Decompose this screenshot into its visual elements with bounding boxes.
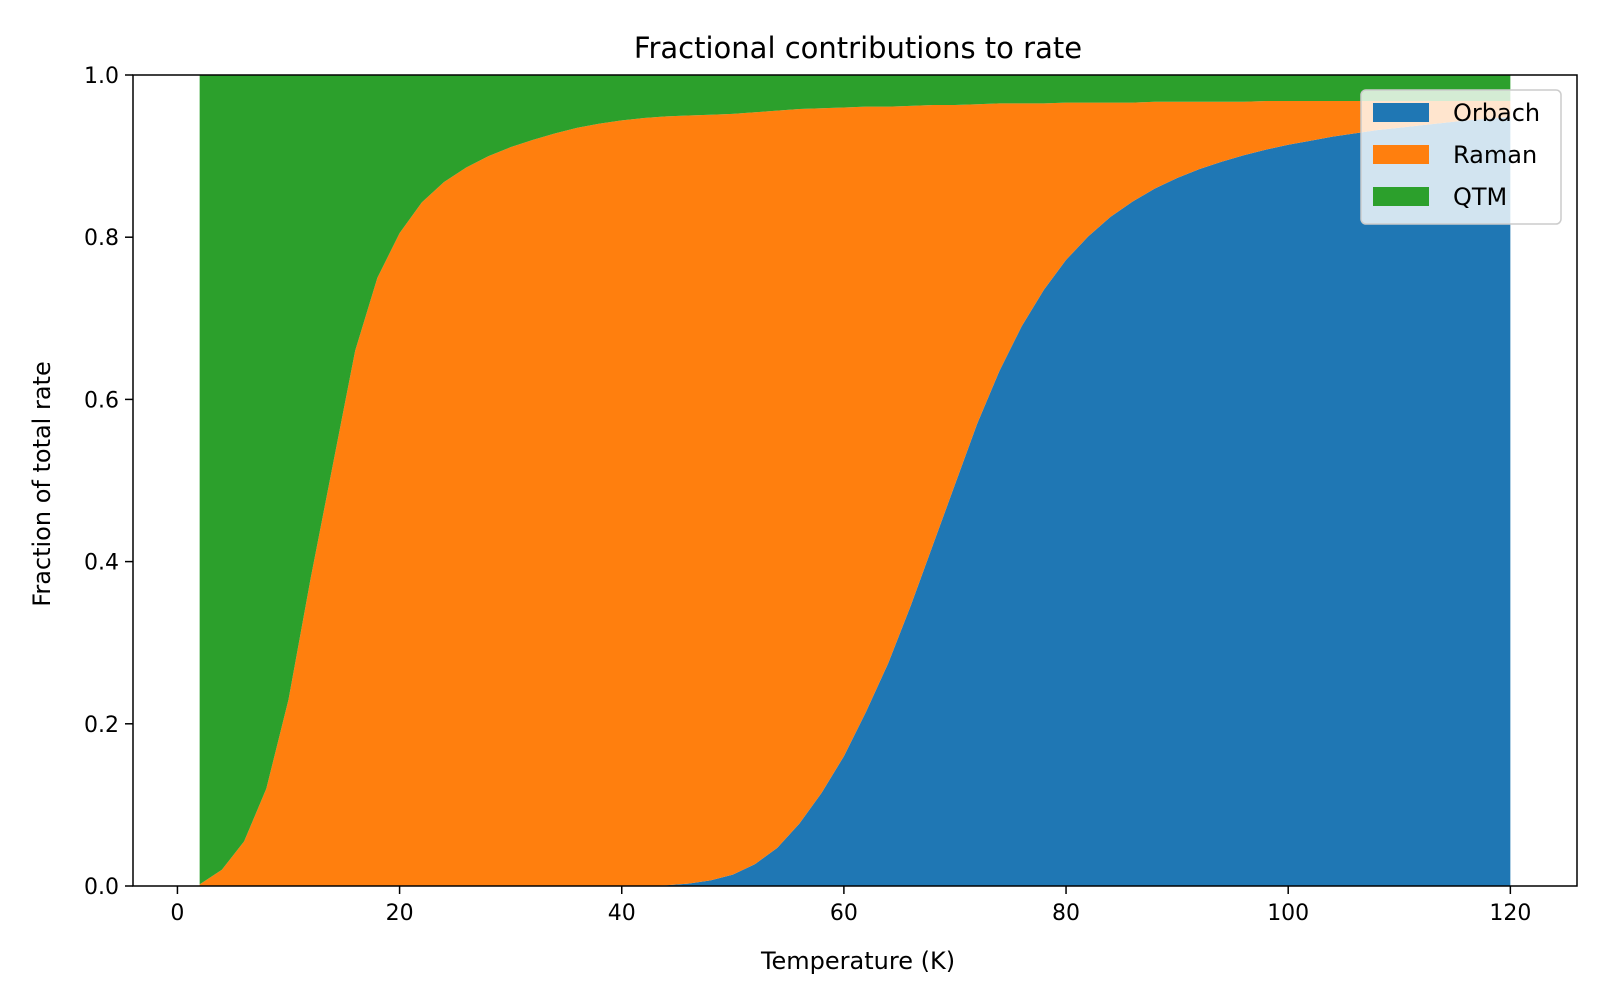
area-orbach xyxy=(199,117,1511,887)
x-axis-ticks: 0 20 40 60 80 100 120 xyxy=(170,886,1531,926)
x-tick-label: 100 xyxy=(1267,901,1309,926)
legend-label-orbach: Orbach xyxy=(1453,99,1540,127)
legend-label-qtm: QTM xyxy=(1453,183,1507,211)
y-tick-label: 0.4 xyxy=(84,551,119,576)
y-tick-label: 1.0 xyxy=(84,64,119,89)
y-tick-label: 0.2 xyxy=(84,713,119,738)
x-tick-label: 0 xyxy=(170,901,184,926)
x-tick-label: 20 xyxy=(386,901,414,926)
y-tick-label: 0.0 xyxy=(84,875,119,900)
legend: Orbach Raman QTM xyxy=(1360,89,1562,225)
x-tick-label: 40 xyxy=(608,901,636,926)
legend-swatch-qtm xyxy=(1373,187,1429,206)
legend-swatch-raman xyxy=(1373,145,1429,164)
area-qtm xyxy=(199,75,1511,885)
y-tick-label: 0.8 xyxy=(84,226,119,251)
plot-frame xyxy=(132,74,1578,887)
legend-label-raman: Raman xyxy=(1453,141,1537,169)
y-axis-ticks: 0.0 0.2 0.4 0.6 0.8 1.0 xyxy=(84,64,133,900)
x-axis-label: Temperature (K) xyxy=(760,947,955,975)
legend-swatch-orbach xyxy=(1373,103,1429,122)
x-tick-label: 120 xyxy=(1489,901,1531,926)
x-tick-label: 80 xyxy=(1052,901,1080,926)
x-tick-label: 60 xyxy=(830,901,858,926)
area-raman xyxy=(199,100,1511,886)
y-axis-label: Fraction of total rate xyxy=(28,361,56,606)
chart-title: Fractional contributions to rate xyxy=(634,31,1082,65)
y-tick-label: 0.6 xyxy=(84,388,119,413)
stacked-areas xyxy=(199,75,1511,887)
